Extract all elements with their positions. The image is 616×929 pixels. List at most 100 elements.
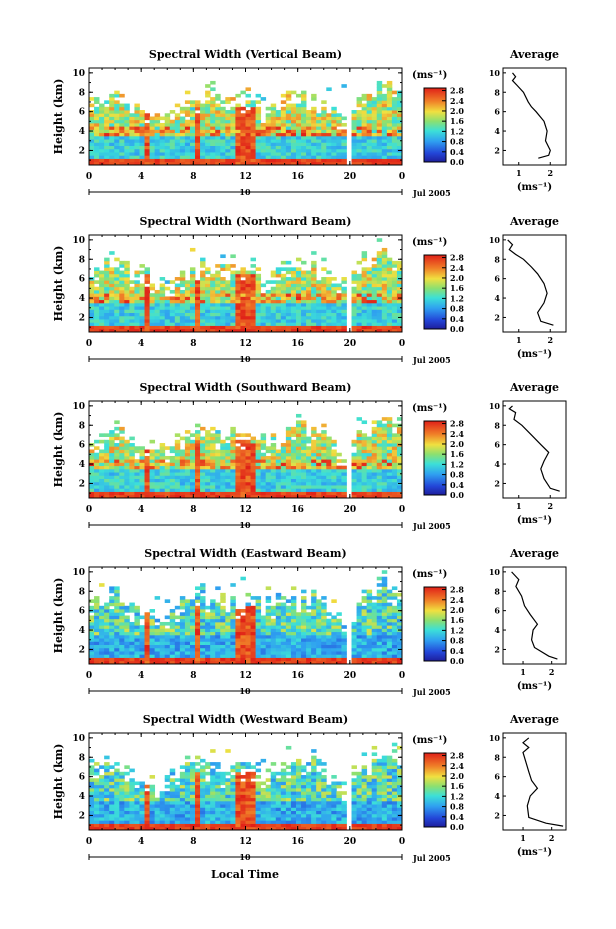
profile-x-tick-label: 2: [549, 833, 555, 843]
day-label: 10: [239, 852, 251, 862]
panel-title: Spectral Width (Southward Beam): [139, 381, 351, 394]
colorbar-tick-label: 1.6: [450, 781, 464, 791]
x-tick-label: 8: [190, 837, 196, 847]
panel-4: Spectral Width (Eastward Beam) 2 4 6 8 10 Heig…: [52, 547, 567, 697]
y-tick-label: 10: [72, 402, 85, 412]
profile-y-tick-label: 10: [489, 733, 501, 743]
profile-y-tick-label: 2: [494, 312, 500, 322]
colorbar-tick-label: 1.2: [450, 126, 464, 136]
profile-line: [508, 405, 560, 492]
profile-y-tick-label: 10: [489, 235, 501, 245]
heatmap-cells: [89, 413, 403, 499]
profile-unit: (ms⁻¹): [517, 182, 552, 193]
x-tick-label: 8: [190, 671, 196, 681]
profile-y-tick-label: 10: [489, 68, 501, 78]
colorbar-tick-label: 2.4: [450, 429, 464, 439]
colorbar-tick-label: 0.4: [450, 314, 464, 324]
x-tick-label: 12: [239, 172, 252, 182]
x-tick-label: 4: [138, 505, 144, 515]
y-tick-label: 2: [79, 313, 85, 323]
y-tick-label: 4: [79, 626, 85, 636]
colorbar-tick-label: 0.0: [450, 157, 464, 167]
profile-line: [522, 737, 564, 827]
panel-title: Spectral Width (Eastward Beam): [144, 547, 346, 560]
colorbar-tick-label: 0.4: [450, 147, 464, 157]
y-tick-label: 8: [79, 421, 85, 431]
y-axis-label: Height (km): [52, 79, 65, 155]
x-tick-label: 0: [399, 671, 405, 681]
profile-title: Average: [509, 215, 559, 228]
date-label: Jul 2005: [412, 853, 451, 863]
profile-y-tick-label: 4: [494, 293, 500, 303]
profile-title: Average: [509, 547, 559, 560]
colorbar-tick-label: 2.4: [450, 263, 464, 273]
panel-3: Spectral Width (Southward Beam)246810Hei…: [52, 381, 567, 531]
colorbar-tick-label: 2.4: [450, 595, 464, 605]
profile-frame: [502, 566, 567, 665]
profile-unit: (ms⁻¹): [517, 847, 552, 858]
profile-y-tick-label: 4: [494, 625, 500, 635]
profile-y-tick-label: 4: [494, 459, 500, 469]
colorbar-tick-label: 1.6: [450, 449, 464, 459]
profile-x-tick-label: 2: [547, 335, 553, 345]
profile-y-tick-label: 2: [494, 644, 500, 654]
x-tick-label: 4: [138, 339, 144, 349]
x-tick-label: 16: [291, 837, 304, 847]
profile-y-tick-label: 6: [494, 274, 500, 284]
colorbar-tick-label: 2.0: [450, 106, 464, 116]
colorbar-tick-label: 2.8: [450, 751, 464, 761]
colorbar-tick-label: 1.6: [450, 615, 464, 625]
profile-frame: [502, 732, 567, 831]
x-tick-label: 20: [344, 837, 357, 847]
x-tick-label: 16: [291, 671, 304, 681]
y-tick-label: 4: [79, 460, 85, 470]
x-tick-label: 20: [344, 339, 357, 349]
colorbar-tick-label: 1.2: [450, 625, 464, 635]
panel-1: Spectral Width (Vertical Beam)246810Heig…: [52, 48, 567, 198]
profile-unit: (ms⁻¹): [517, 349, 552, 360]
y-axis-label: Height (km): [52, 578, 65, 654]
colorbar-tick-label: 2.4: [450, 96, 464, 106]
x-tick-label: 0: [86, 505, 92, 515]
x-tick-label: 4: [138, 671, 144, 681]
colorbar: [423, 752, 447, 828]
x-axis-label: Local Time: [211, 868, 279, 881]
profile-x-tick-label: 1: [516, 335, 522, 345]
profile-frame: [502, 400, 567, 499]
profile-line: [511, 571, 558, 660]
x-tick-label: 8: [190, 172, 196, 182]
profile-x-tick-label: 1: [516, 168, 522, 178]
y-tick-label: 4: [79, 294, 85, 304]
profile-y-tick-label: 6: [494, 772, 500, 782]
colorbar-tick-label: 0.0: [450, 490, 464, 500]
day-label: 10: [239, 686, 251, 696]
x-tick-label: 12: [239, 837, 252, 847]
y-tick-label: 10: [72, 734, 85, 744]
profile-x-tick-label: 1: [516, 501, 522, 511]
y-tick-label: 2: [79, 146, 85, 156]
colorbar-tick-label: 2.0: [450, 605, 464, 615]
profile-y-tick-label: 8: [494, 752, 500, 762]
heatmap-cells: [89, 742, 403, 831]
colorbar-tick-label: 1.2: [450, 293, 464, 303]
profile-x-tick-label: 2: [549, 667, 555, 677]
y-tick-label: 6: [79, 607, 85, 617]
colorbar-unit: (ms⁻¹): [412, 403, 447, 414]
colorbar-tick-label: 0.8: [450, 304, 464, 314]
profile-unit: (ms⁻¹): [517, 515, 552, 526]
y-tick-label: 6: [79, 773, 85, 783]
x-tick-label: 8: [190, 339, 196, 349]
profile-y-tick-label: 4: [494, 791, 500, 801]
y-tick-label: 8: [79, 88, 85, 98]
profile-x-tick-label: 2: [547, 501, 553, 511]
profile-y-tick-label: 2: [494, 810, 500, 820]
y-tick-label: 8: [79, 753, 85, 763]
colorbar-unit: (ms⁻¹): [412, 70, 447, 81]
y-tick-label: 2: [79, 479, 85, 489]
colorbar-tick-label: 2.8: [450, 585, 464, 595]
profile-y-tick-label: 8: [494, 254, 500, 264]
panel-title: Spectral Width (Westward Beam): [143, 713, 348, 726]
x-tick-label: 16: [291, 505, 304, 515]
x-tick-label: 0: [399, 339, 405, 349]
